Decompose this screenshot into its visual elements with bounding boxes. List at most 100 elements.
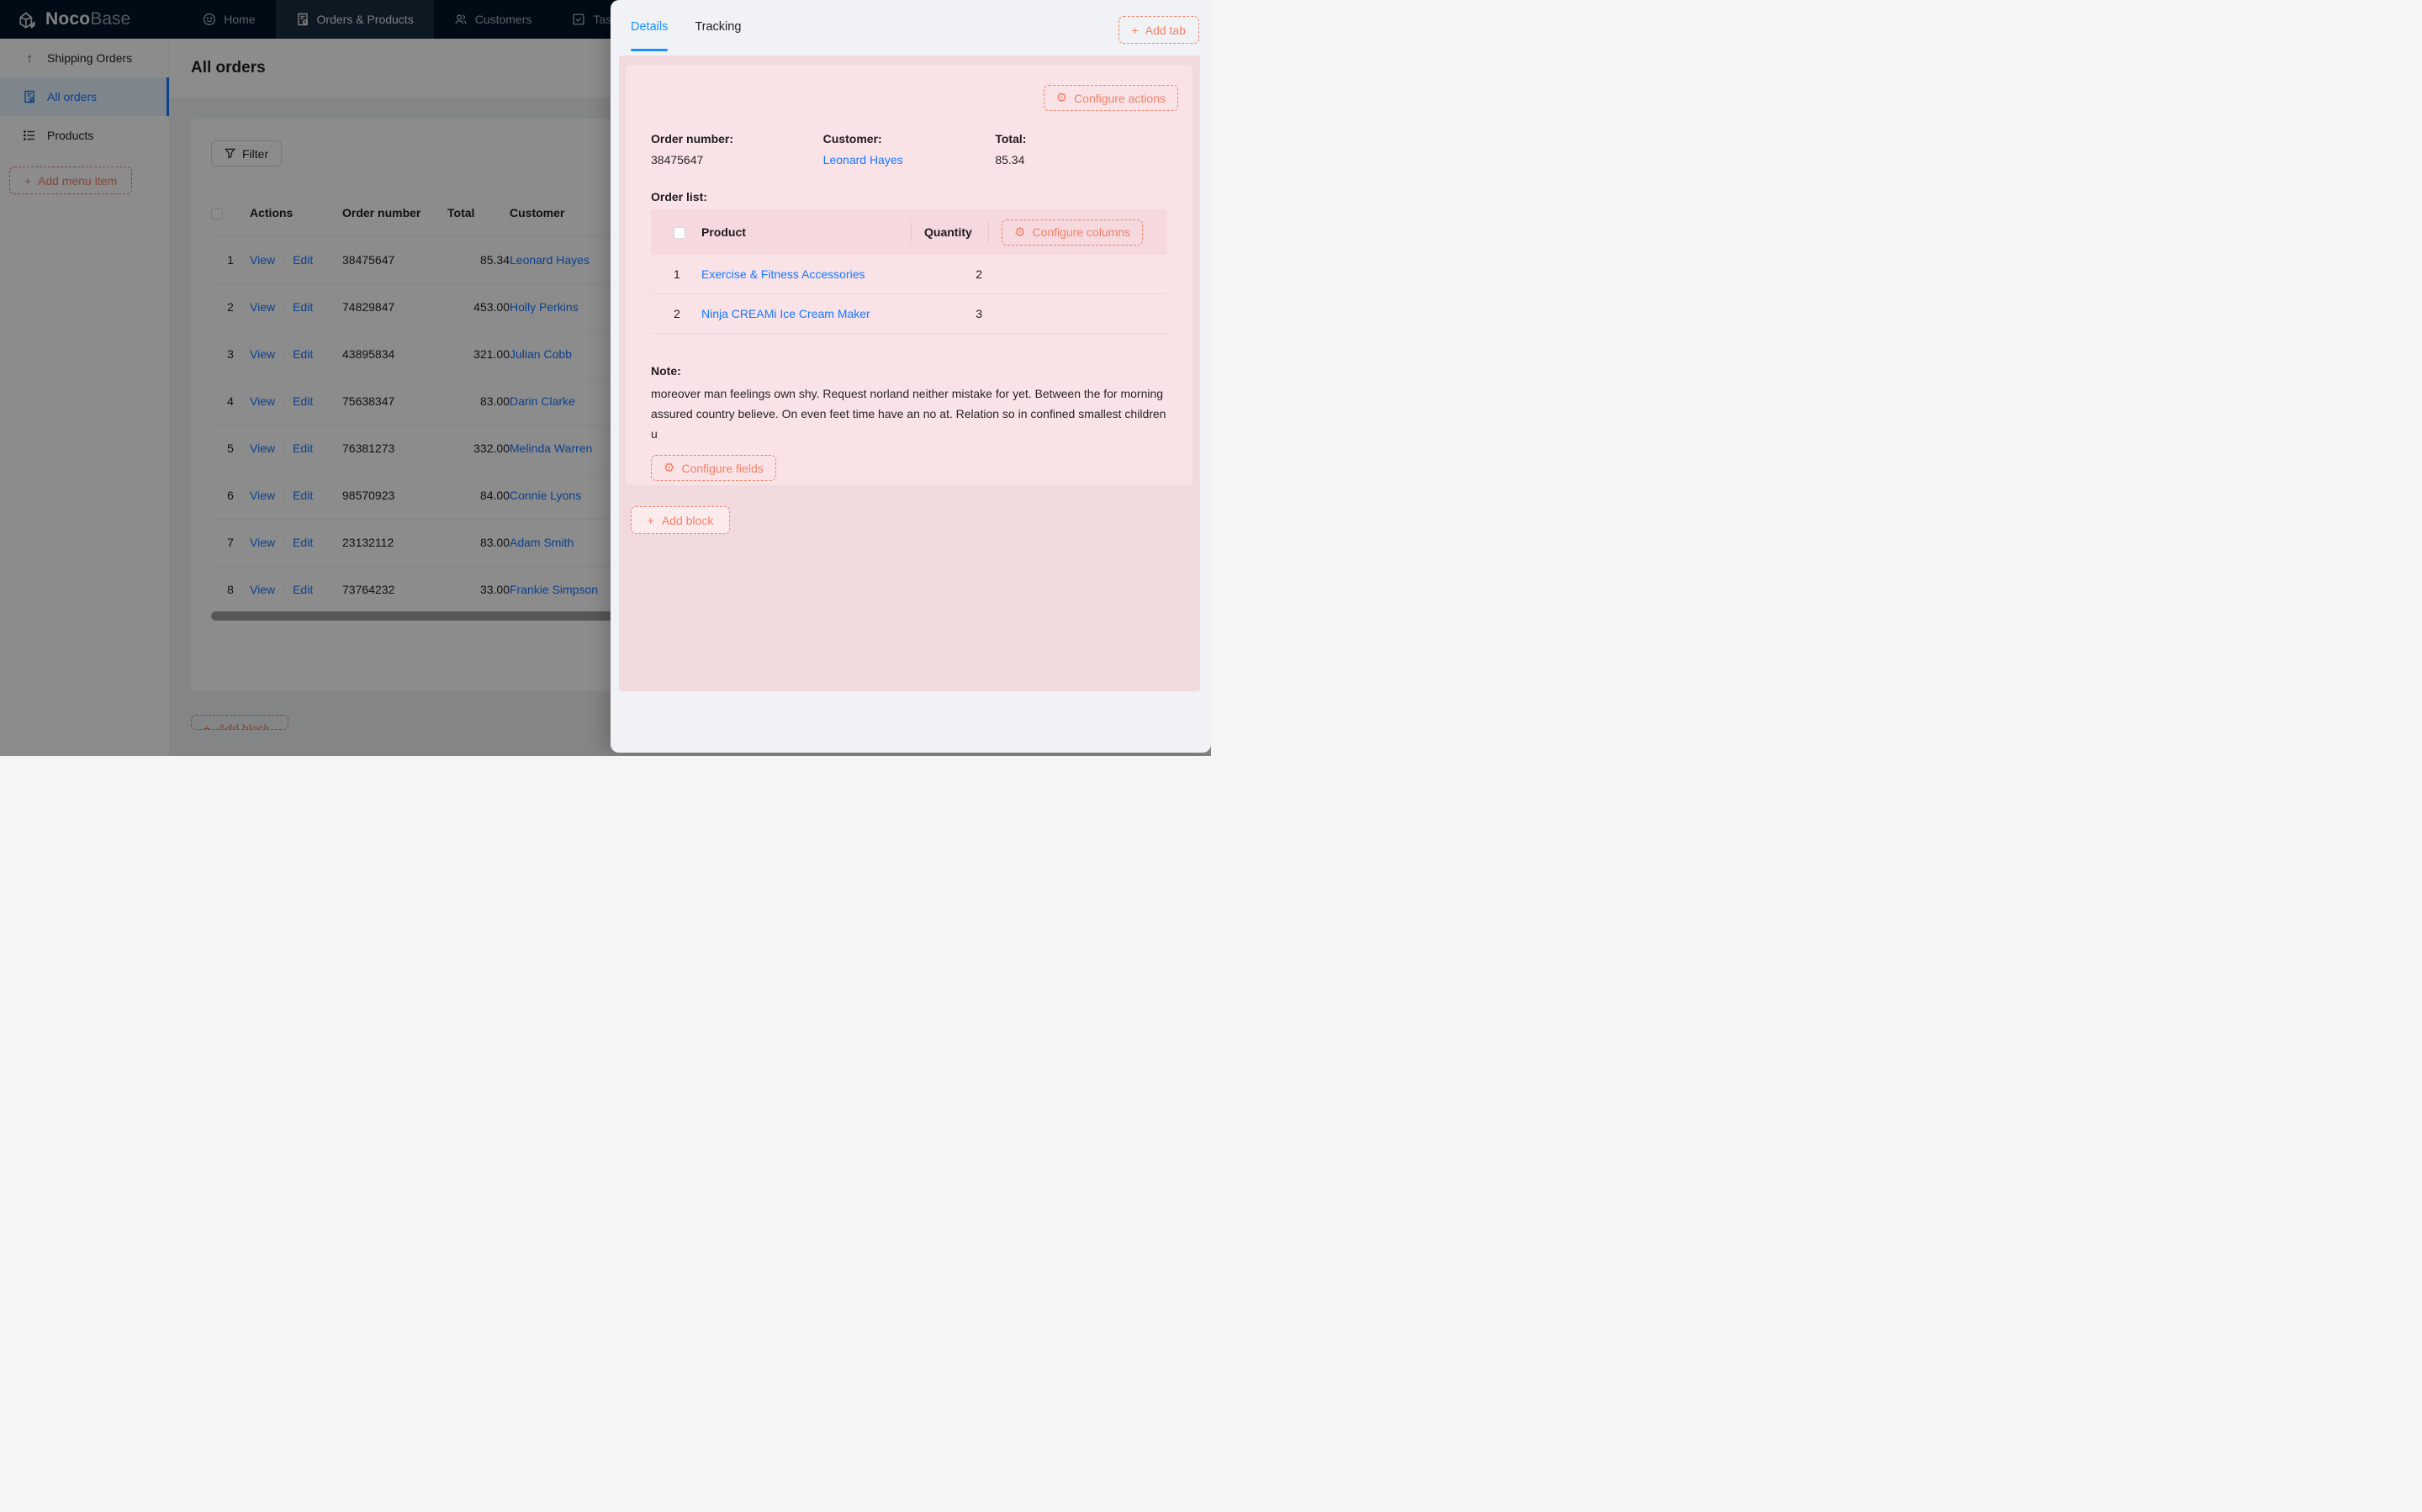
column-header-actions: Actions <box>250 190 342 237</box>
order-number-cell: 73764232 <box>342 566 447 614</box>
order-list-table: Product Quantity ⚙ Configure columns 1 E… <box>651 209 1167 334</box>
tab-details[interactable]: Details <box>631 0 669 54</box>
total-cell: 453.00 <box>447 283 510 331</box>
brand-text-bold: Noco <box>45 9 91 29</box>
configure-actions-button[interactable]: ⚙ Configure actions <box>1043 85 1178 111</box>
row-index: 2 <box>674 307 680 320</box>
note-text: moreover man feelings own shy. Request n… <box>651 387 1166 441</box>
view-link[interactable]: View <box>250 347 276 361</box>
sidebar-item-label: Products <box>47 129 94 142</box>
nav-item-orders-products[interactable]: Orders & Products <box>275 0 434 39</box>
brand-text-light: Base <box>90 9 131 29</box>
smile-icon <box>204 13 216 26</box>
field-order-number: Order number: 38475647 <box>651 132 823 167</box>
customer-link[interactable]: Adam Smith <box>510 536 574 549</box>
add-tab-button[interactable]: + Add tab <box>1118 16 1199 44</box>
edit-link[interactable]: Edit <box>293 536 314 549</box>
edit-link[interactable]: Edit <box>293 489 314 502</box>
row-index: 1 <box>211 236 250 284</box>
field-customer: Customer: Leonard Hayes <box>823 132 996 167</box>
order-list-label: Order list: <box>651 190 707 204</box>
nocobase-logo[interactable]: NocoBase <box>0 0 147 39</box>
view-link[interactable]: View <box>250 583 276 596</box>
view-link[interactable]: View <box>250 536 276 549</box>
action-divider <box>283 301 285 313</box>
customer-link[interactable]: Holly Perkins <box>510 300 579 314</box>
customer-link[interactable]: Leonard Hayes <box>822 153 903 167</box>
nocobase-cube-icon <box>19 12 35 29</box>
total-cell: 83.00 <box>447 378 510 426</box>
view-link[interactable]: View <box>250 394 276 408</box>
quantity-cell: 2 <box>976 267 982 281</box>
select-all-checkbox[interactable] <box>674 227 685 240</box>
field-value: 85.34 <box>995 153 1025 167</box>
row-index: 3 <box>211 330 250 378</box>
view-link[interactable]: View <box>250 300 276 314</box>
sidebar-item-products[interactable]: Products <box>0 116 169 155</box>
gear-icon: ⚙ <box>1014 225 1026 240</box>
action-divider <box>283 442 285 454</box>
add-menu-item-button[interactable]: + Add menu item <box>9 167 132 194</box>
nav-item-home[interactable]: Home <box>182 0 275 39</box>
nav-menu: Home Orders & Products Customers Tasks <box>182 0 643 39</box>
sidebar-item-label: Shipping Orders <box>47 51 133 65</box>
product-link[interactable]: Ninja CREAMi Ice Cream Maker <box>701 307 870 320</box>
row-index: 5 <box>211 425 250 473</box>
detail-fields: Order number: 38475647 Customer: Leonard… <box>651 132 1167 167</box>
row-index: 1 <box>674 267 680 281</box>
team-icon <box>455 14 467 24</box>
add-block-button-partial[interactable]: + Add block <box>191 715 288 730</box>
sidebar-item-shipping-orders[interactable]: ↑ Shipping Orders <box>0 39 169 77</box>
customer-link[interactable]: Leonard Hayes <box>510 253 590 267</box>
field-total: Total: 85.34 <box>995 132 1167 167</box>
tab-tracking[interactable]: Tracking <box>695 20 742 34</box>
drawer-tab-bar: Details Tracking + Add tab <box>611 0 1211 54</box>
edit-link[interactable]: Edit <box>293 300 314 314</box>
view-link[interactable]: View <box>250 489 276 502</box>
customer-link[interactable]: Frankie Simpson <box>510 583 599 596</box>
configure-columns-button[interactable]: ⚙ Configure columns <box>1002 219 1144 246</box>
check-square-icon <box>573 13 584 25</box>
order-number-cell: 76381273 <box>342 425 447 473</box>
view-link[interactable]: View <box>250 441 276 455</box>
row-index: 7 <box>211 519 250 567</box>
configure-fields-button[interactable]: ⚙ Configure fields <box>651 455 776 481</box>
order-number-cell: 98570923 <box>342 472 447 520</box>
product-link[interactable]: Exercise & Fitness Accessories <box>701 267 865 281</box>
edit-link[interactable]: Edit <box>293 441 314 455</box>
edit-link[interactable]: Edit <box>293 253 314 267</box>
customer-link[interactable]: Julian Cobb <box>510 347 572 361</box>
edit-link[interactable]: Edit <box>293 583 314 596</box>
nav-item-customers[interactable]: Customers <box>434 0 553 39</box>
view-link[interactable]: View <box>250 253 276 267</box>
order-number-cell: 75638347 <box>342 378 447 426</box>
filter-button[interactable]: Filter <box>211 140 283 167</box>
nav-item-label: Home <box>224 13 256 26</box>
action-divider <box>283 395 285 407</box>
select-all-checkbox[interactable] <box>211 208 223 220</box>
customer-link[interactable]: Darin Clarke <box>510 394 575 408</box>
edit-link[interactable]: Edit <box>293 347 314 361</box>
order-number-cell: 74829847 <box>342 283 447 331</box>
order-number-cell: 38475647 <box>342 236 447 284</box>
action-divider <box>283 254 285 266</box>
field-label: Total: <box>995 132 1027 145</box>
customer-link[interactable]: Connie Lyons <box>510 489 582 502</box>
order-list-row: 2 Ninja CREAMi Ice Cream Maker 3 <box>651 294 1167 334</box>
customer-link[interactable]: Melinda Warren <box>510 441 593 455</box>
sidebar-item-label: All orders <box>47 90 98 103</box>
nav-item-label: Orders & Products <box>316 13 414 26</box>
gear-icon: ⚙ <box>1055 91 1068 105</box>
file-check-icon <box>23 90 36 103</box>
sidebar-item-all-orders[interactable]: All orders <box>0 77 169 116</box>
row-index: 6 <box>211 472 250 520</box>
column-header-total: Total <box>447 190 510 237</box>
total-cell: 332.00 <box>447 425 510 473</box>
edit-link[interactable]: Edit <box>293 394 314 408</box>
total-cell: 83.00 <box>447 519 510 567</box>
file-check-icon <box>297 13 308 26</box>
add-block-button[interactable]: + Add block <box>631 506 730 534</box>
order-number-cell: 23132112 <box>342 519 447 567</box>
details-block: ⚙ Configure actions Order number: 384756… <box>626 65 1192 485</box>
app-root: NocoBase Home Orders & Products Customer… <box>0 0 1211 756</box>
